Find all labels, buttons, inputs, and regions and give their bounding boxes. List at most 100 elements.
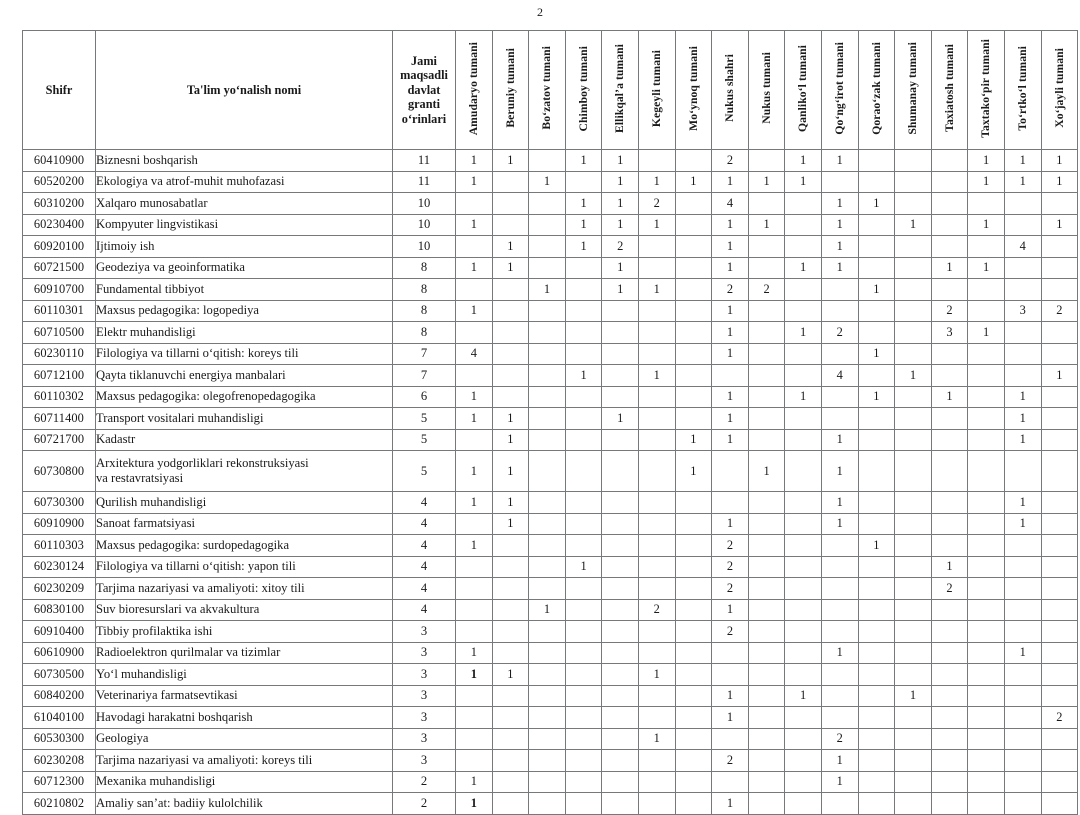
cell-district-13 — [930, 428, 969, 451]
cell-district-10 — [820, 170, 859, 193]
cell-district-13 — [930, 491, 969, 514]
cell-district-2 — [528, 770, 566, 793]
cell-district-12 — [894, 491, 932, 514]
cell-district-13 — [930, 364, 969, 387]
cell-district-15 — [1003, 663, 1042, 686]
column-header-shifr: Shifr — [22, 30, 96, 150]
cell-district-15 — [1003, 450, 1042, 492]
cell-district-0: 1 — [455, 663, 493, 686]
cell-district-3 — [564, 321, 603, 344]
cell-district-9 — [784, 534, 822, 557]
program-name-line-2: va restavratsiyasi — [96, 471, 184, 485]
cell-district-11 — [857, 577, 896, 600]
cell-program-name: Geologiya — [95, 727, 393, 750]
cell-district-11 — [857, 620, 896, 643]
cell-district-6 — [674, 641, 713, 664]
cell-district-14: 1 — [967, 213, 1005, 236]
column-header-district-10: Qo‘ng‘irot tumani — [820, 30, 859, 150]
cell-district-11 — [857, 512, 896, 535]
cell-district-0: 1 — [455, 170, 493, 193]
cell-district-11 — [857, 749, 896, 772]
cell-district-3 — [564, 577, 603, 600]
cell-district-9 — [784, 555, 822, 578]
table-row: 60230400 Kompyuter lingvistikasi 10 1 1 1 1 1 1 1… — [22, 213, 1079, 236]
cell-district-6: 1 — [674, 450, 713, 492]
table-row: 60310200 Xalqaro munosabatlar 10 1 1 2 4 1 1 — [22, 192, 1079, 215]
cell-district-3 — [564, 534, 603, 557]
cell-district-6 — [674, 364, 713, 387]
cell-district-9: 1 — [784, 170, 822, 193]
table-row: 60910700 Fundamental tibbiyot 8 1 1 1 2 2 1 — [22, 278, 1079, 301]
cell-district-15: 1 — [1003, 149, 1042, 172]
cell-district-13 — [930, 620, 969, 643]
cell-district-15 — [1003, 213, 1042, 236]
cell-district-6 — [674, 684, 713, 707]
cell-district-15 — [1003, 364, 1042, 387]
table-row: 60230209 Tarjima nazariyasi va amaliyoti:… — [22, 577, 1079, 600]
column-header-district-8: Nukus tumani — [747, 30, 786, 150]
cell-district-1 — [491, 555, 530, 578]
cell-district-5 — [637, 407, 676, 430]
cell-district-6 — [674, 385, 713, 408]
cell-district-16 — [1040, 555, 1079, 578]
cell-district-5: 1 — [637, 278, 676, 301]
cell-district-0: 4 — [455, 342, 493, 365]
cell-district-11 — [857, 555, 896, 578]
cell-district-8 — [747, 299, 786, 322]
cell-district-1 — [491, 577, 530, 600]
cell-district-15 — [1003, 342, 1042, 365]
cell-district-10: 1 — [820, 770, 859, 793]
cell-district-4 — [601, 620, 639, 643]
cell-program-name: Qurilish muhandisligi — [95, 491, 393, 514]
cell-district-9: 1 — [784, 684, 822, 707]
cell-district-5 — [637, 385, 676, 408]
cell-program-name: Geodeziya va geoinformatika — [95, 256, 393, 279]
cell-district-14 — [967, 385, 1005, 408]
cell-district-16 — [1040, 385, 1079, 408]
cell-district-9 — [784, 364, 822, 387]
cell-district-7: 1 — [711, 706, 749, 729]
cell-district-11 — [857, 641, 896, 664]
table-row: 60210802 Amaliy san’at: badiiy kulolchili… — [22, 792, 1079, 815]
cell-district-13: 1 — [930, 385, 969, 408]
cell-district-7 — [711, 663, 749, 686]
cell-district-1 — [491, 598, 530, 621]
cell-total-grants: 7 — [392, 364, 456, 387]
cell-district-3 — [564, 684, 603, 707]
cell-district-0 — [455, 278, 493, 301]
cell-district-2 — [528, 385, 566, 408]
cell-district-4: 1 — [601, 170, 639, 193]
cell-district-16 — [1040, 641, 1079, 664]
cell-district-0: 1 — [455, 256, 493, 279]
cell-district-0 — [455, 598, 493, 621]
table-row: 60230110 Filologiya va tillarni o‘qitish:… — [22, 342, 1079, 365]
column-header-district-0: Amudaryo tumani — [455, 30, 493, 150]
cell-program-name: Havodagi harakatni boshqarish — [95, 706, 393, 729]
cell-district-7: 2 — [711, 577, 749, 600]
cell-district-16: 2 — [1040, 706, 1079, 729]
cell-district-11 — [857, 450, 896, 492]
cell-district-4 — [601, 385, 639, 408]
cell-district-1: 1 — [491, 450, 530, 492]
cell-district-7: 1 — [711, 299, 749, 322]
cell-district-4 — [601, 299, 639, 322]
cell-district-1 — [491, 620, 530, 643]
cell-district-4 — [601, 512, 639, 535]
cell-district-12 — [894, 385, 932, 408]
cell-district-10: 1 — [820, 512, 859, 535]
cell-district-8 — [747, 749, 786, 772]
cell-district-9 — [784, 770, 822, 793]
cell-district-15: 1 — [1003, 512, 1042, 535]
cell-program-name: Kadastr — [95, 428, 393, 451]
cell-program-name: Radioelektron qurilmalar va tizimlar — [95, 641, 393, 664]
cell-district-15 — [1003, 749, 1042, 772]
cell-district-5 — [637, 641, 676, 664]
cell-district-0 — [455, 555, 493, 578]
cell-total-grants: 10 — [392, 235, 456, 258]
cell-district-4 — [601, 534, 639, 557]
column-header-district-2: Bo‘zatov tumani — [528, 30, 566, 150]
cell-district-15 — [1003, 534, 1042, 557]
cell-district-10: 1 — [820, 192, 859, 215]
cell-district-7: 2 — [711, 534, 749, 557]
cell-district-4 — [601, 342, 639, 365]
